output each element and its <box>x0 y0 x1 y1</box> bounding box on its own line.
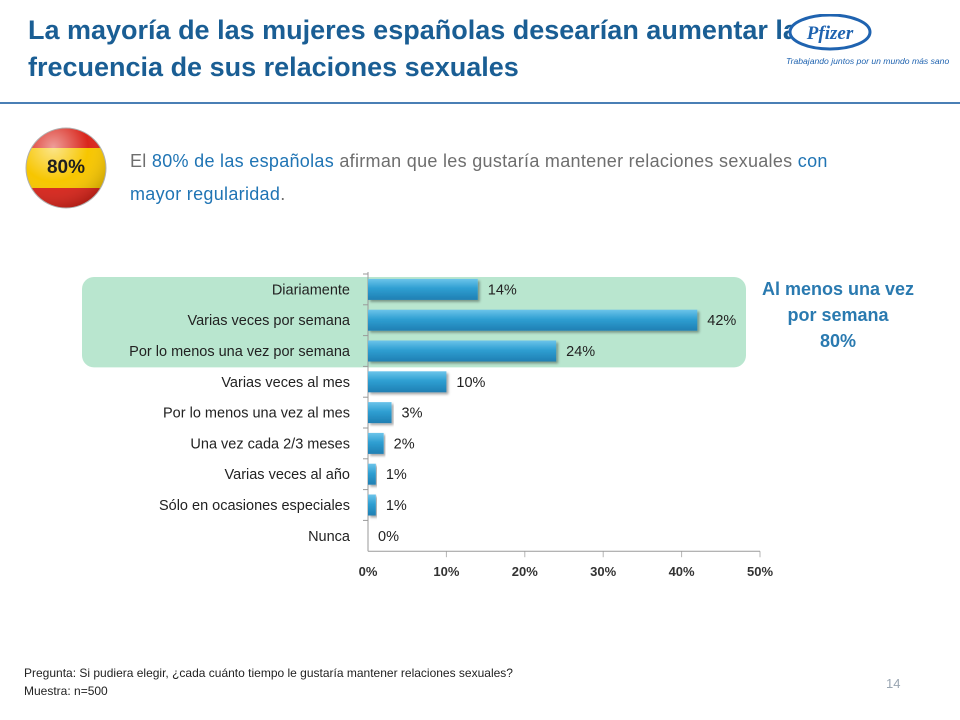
category-label: Nunca <box>308 529 351 545</box>
callout-line-2: por semana <box>787 305 889 325</box>
x-tick-label: 0% <box>359 564 378 579</box>
value-label: 0% <box>378 529 399 545</box>
bar <box>368 278 478 300</box>
category-label: Sólo en ocasiones especiales <box>159 498 350 514</box>
value-label: 24% <box>566 344 595 360</box>
value-label: 2% <box>394 436 415 452</box>
value-label: 42% <box>707 313 736 329</box>
bar <box>368 463 376 485</box>
bar <box>368 494 376 516</box>
bar <box>368 340 557 362</box>
bar <box>368 402 392 424</box>
value-label: 10% <box>456 375 485 391</box>
footnote-question: Pregunta: Si pudiera elegir, ¿cada cuánt… <box>24 666 513 680</box>
slide-title: La mayoría de las mujeres españolas dese… <box>28 15 798 82</box>
callout-value: 80% <box>819 331 857 351</box>
value-label: 1% <box>386 467 407 483</box>
pfizer-logo-oval <box>788 14 872 51</box>
category-label: Por lo menos una vez al mes <box>163 406 350 422</box>
intro-text: El 80% de las españolas afirman que les … <box>130 145 830 211</box>
pfizer-logo-tagline: Trabajando juntos por un mundo más sano <box>786 56 949 66</box>
category-label: Varias veces al mes <box>221 375 350 391</box>
category-label: Por lo menos una vez por semana <box>129 344 351 360</box>
category-label: Una vez cada 2/3 meses <box>190 436 350 452</box>
badge-percentage: 80% <box>46 157 86 178</box>
intro-highlight: 80% de las españolas <box>151 151 335 171</box>
callout-line-1: Al menos una vez <box>761 279 915 299</box>
value-label: 3% <box>402 406 423 422</box>
x-tick-label: 10% <box>433 564 459 579</box>
category-label: Diariamente <box>272 282 350 298</box>
value-label: 14% <box>488 282 517 298</box>
intro-part: El <box>130 151 152 171</box>
category-label: Varias veces al año <box>225 467 350 483</box>
x-tick-label: 30% <box>590 564 616 579</box>
weekly-callout: Al menos una vez por semana 80% <box>740 276 936 354</box>
spain-flag-icon <box>25 127 107 209</box>
value-label: 1% <box>386 498 407 514</box>
x-tick-label: 50% <box>747 564 773 579</box>
intro-part: . <box>280 184 286 204</box>
category-label: Varias veces por semana <box>187 313 350 329</box>
page-number: 14 <box>886 676 901 691</box>
bar <box>368 371 447 393</box>
intro-part: afirman que les gustaría mantener relaci… <box>334 151 798 171</box>
pfizer-logo-wordmark: Pfizer <box>806 23 854 44</box>
intro-highlight: con mayor regularidad <box>130 151 828 204</box>
bar <box>368 432 384 454</box>
title-divider <box>0 102 960 104</box>
pfizer-logo: Pfizer Trabajando juntos por un mundo má… <box>786 14 949 66</box>
footnote: Pregunta: Si pudiera elegir, ¿cada cuánt… <box>24 664 513 700</box>
bar <box>368 309 698 331</box>
x-tick-label: 20% <box>512 564 538 579</box>
footnote-sample: Muestra: n=500 <box>24 684 108 698</box>
x-tick-label: 40% <box>669 564 695 579</box>
